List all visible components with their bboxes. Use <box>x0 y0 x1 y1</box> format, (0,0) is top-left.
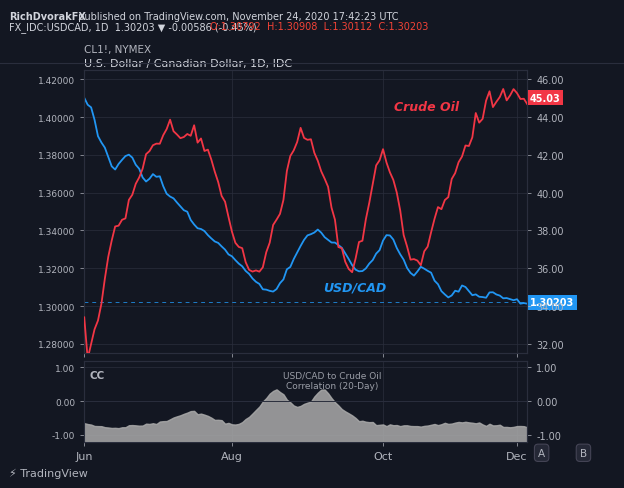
Text: USD/CAD to Crude Oil
Correlation (20-Day): USD/CAD to Crude Oil Correlation (20-Day… <box>283 370 382 390</box>
Text: B: B <box>580 448 587 458</box>
Text: U.S. Dollar / Canadian Dollar, 1D, IDC: U.S. Dollar / Canadian Dollar, 1D, IDC <box>84 60 293 69</box>
Text: 45.03: 45.03 <box>530 94 561 103</box>
Text: USD/CAD: USD/CAD <box>323 282 387 294</box>
Text: O:1.30792  H:1.30908  L:1.30112  C:1.30203: O:1.30792 H:1.30908 L:1.30112 C:1.30203 <box>210 22 429 32</box>
Text: CL1!, NYMEX: CL1!, NYMEX <box>84 45 152 55</box>
Text: RichDvorakFX: RichDvorakFX <box>9 12 86 22</box>
Text: A: A <box>538 448 545 458</box>
Text: FX_IDC:USDCAD, 1D  1.30203 ▼ -0.00586 (-0.45%): FX_IDC:USDCAD, 1D 1.30203 ▼ -0.00586 (-0… <box>9 22 263 33</box>
Text: ⚡ TradingView: ⚡ TradingView <box>9 468 88 478</box>
Text: CC: CC <box>90 370 105 381</box>
Text: 1.30203: 1.30203 <box>530 298 574 307</box>
Text: published on TradingView.com, November 24, 2020 17:42:23 UTC: published on TradingView.com, November 2… <box>75 12 398 22</box>
Text: Crude Oil: Crude Oil <box>394 101 459 113</box>
